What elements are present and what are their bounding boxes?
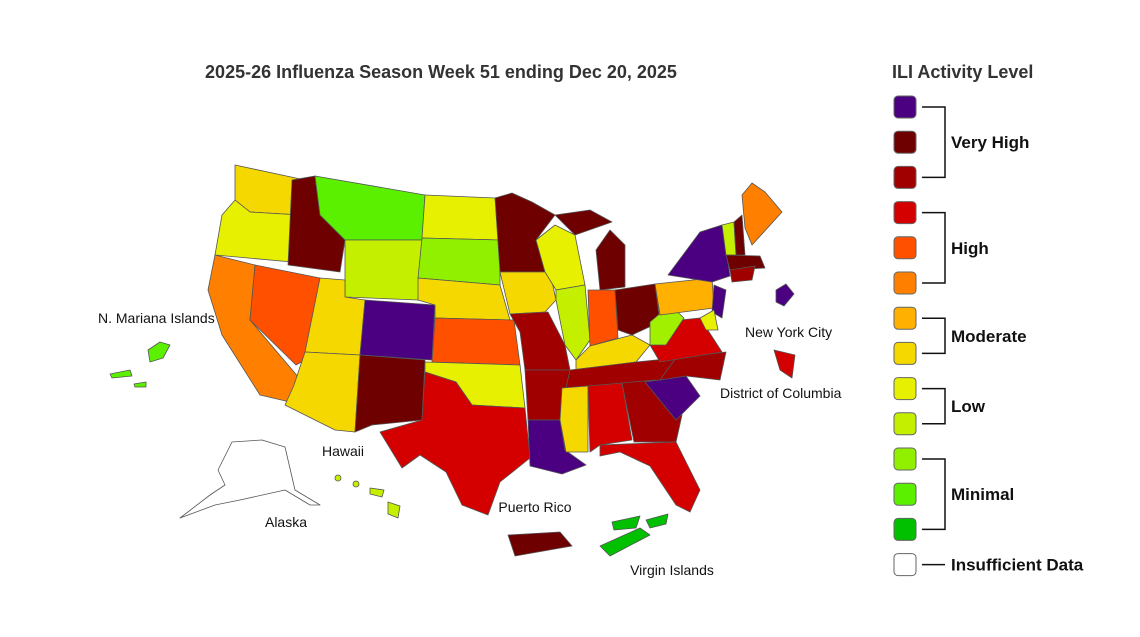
place-label: N. Mariana Islands bbox=[98, 310, 215, 326]
legend-swatch bbox=[893, 95, 917, 119]
legend-swatch bbox=[893, 447, 917, 471]
legend-label: Low bbox=[951, 397, 986, 416]
territory-shape bbox=[334, 474, 342, 482]
legend-swatch bbox=[893, 271, 917, 295]
state bbox=[599, 441, 701, 513]
legend-swatch bbox=[893, 165, 917, 189]
legend-swatch bbox=[893, 236, 917, 260]
state bbox=[559, 385, 589, 453]
state bbox=[344, 239, 423, 301]
place-label: Hawaii bbox=[322, 443, 364, 459]
legend-label: Minimal bbox=[951, 485, 1014, 504]
state bbox=[699, 309, 719, 331]
place-label: District of Columbia bbox=[720, 385, 842, 401]
legend-label: Insufficient Data bbox=[951, 556, 1084, 575]
state bbox=[354, 354, 426, 433]
state bbox=[554, 209, 613, 236]
state bbox=[421, 194, 501, 241]
place-label: Alaska bbox=[265, 514, 307, 530]
state bbox=[431, 317, 521, 366]
territory-shape bbox=[133, 381, 147, 388]
legend-bracket bbox=[922, 211, 946, 284]
legend-bracket bbox=[922, 106, 946, 179]
territory-shape bbox=[599, 527, 651, 557]
state bbox=[417, 237, 501, 286]
state bbox=[595, 229, 626, 291]
legend: ILI Activity Level Very High High Moderate… bbox=[892, 62, 1084, 577]
legend-swatch bbox=[893, 130, 917, 154]
legend-swatch bbox=[893, 517, 917, 541]
territory-shape bbox=[775, 283, 795, 307]
territories bbox=[109, 283, 796, 557]
place-label: New York City bbox=[745, 324, 832, 340]
state bbox=[733, 214, 746, 256]
state bbox=[711, 284, 727, 319]
territory-shape bbox=[147, 341, 171, 363]
state bbox=[499, 271, 557, 315]
legend-swatch bbox=[893, 377, 917, 401]
legend-bracket bbox=[922, 387, 946, 425]
territory-shape bbox=[369, 487, 385, 498]
territory-shape bbox=[387, 501, 401, 519]
state bbox=[587, 382, 633, 453]
territory-shape bbox=[179, 439, 321, 519]
legend-swatch bbox=[893, 482, 917, 506]
territory-shape bbox=[109, 369, 133, 379]
place-labels: N. Mariana Islands New York City District … bbox=[98, 310, 842, 578]
legend-swatch bbox=[893, 341, 917, 365]
state bbox=[741, 182, 783, 246]
state bbox=[587, 289, 619, 347]
state bbox=[667, 224, 731, 283]
legend-bracket bbox=[922, 317, 946, 355]
us-states bbox=[207, 164, 783, 516]
legend-swatch bbox=[893, 412, 917, 436]
state bbox=[729, 265, 756, 283]
territory-shape bbox=[773, 349, 796, 379]
legend-title: ILI Activity Level bbox=[892, 62, 1033, 82]
legend-bracket bbox=[922, 458, 946, 531]
map-title: 2025-26 Influenza Season Week 51 ending … bbox=[205, 62, 677, 82]
legend-swatch bbox=[893, 553, 917, 577]
territory-shape bbox=[645, 513, 669, 529]
state bbox=[249, 264, 321, 366]
territory-shape bbox=[352, 480, 360, 488]
state bbox=[379, 371, 531, 516]
place-label: Puerto Rico bbox=[498, 499, 571, 515]
state bbox=[359, 299, 436, 361]
territory-shape bbox=[507, 531, 573, 557]
legend-swatch bbox=[893, 306, 917, 330]
territory-shape bbox=[611, 515, 641, 531]
legend-label: High bbox=[951, 239, 989, 258]
legend-swatch bbox=[893, 201, 917, 225]
legend-label: Very High bbox=[951, 133, 1029, 152]
state bbox=[621, 379, 683, 443]
place-label: Virgin Islands bbox=[630, 562, 714, 578]
state bbox=[614, 283, 661, 336]
legend-label: Moderate bbox=[951, 327, 1027, 346]
state bbox=[654, 277, 715, 316]
